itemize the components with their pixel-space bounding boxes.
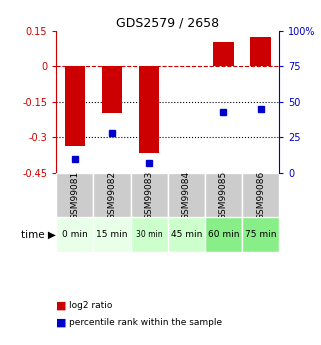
- Bar: [102, 67, 122, 112]
- Text: GSM99082: GSM99082: [108, 170, 117, 220]
- Bar: [56, 173, 93, 217]
- Text: 45 min: 45 min: [171, 230, 202, 239]
- Text: ■: ■: [56, 300, 67, 310]
- Text: GSM99081: GSM99081: [70, 170, 79, 220]
- Text: 30 min: 30 min: [136, 230, 162, 239]
- Bar: [93, 173, 131, 217]
- Bar: [139, 67, 159, 153]
- Bar: [242, 217, 279, 252]
- Text: GSM99084: GSM99084: [182, 170, 191, 220]
- Bar: [205, 173, 242, 217]
- Text: 60 min: 60 min: [208, 230, 239, 239]
- Text: 0 min: 0 min: [62, 230, 88, 239]
- Bar: [65, 67, 85, 146]
- Bar: [131, 217, 168, 252]
- Text: time ▶: time ▶: [21, 230, 56, 240]
- Bar: [168, 173, 205, 217]
- Bar: [93, 217, 131, 252]
- Bar: [131, 173, 168, 217]
- Text: log2 ratio: log2 ratio: [69, 301, 112, 310]
- Bar: [205, 217, 242, 252]
- Bar: [213, 42, 234, 67]
- Text: GSM99086: GSM99086: [256, 170, 265, 220]
- Bar: [250, 37, 271, 67]
- Bar: [56, 217, 93, 252]
- Text: GSM99083: GSM99083: [145, 170, 154, 220]
- Title: GDS2579 / 2658: GDS2579 / 2658: [116, 17, 219, 30]
- Text: 15 min: 15 min: [96, 230, 128, 239]
- Text: percentile rank within the sample: percentile rank within the sample: [69, 318, 222, 327]
- Text: 75 min: 75 min: [245, 230, 276, 239]
- Bar: [168, 217, 205, 252]
- Text: ■: ■: [56, 318, 67, 327]
- Bar: [242, 173, 279, 217]
- Text: GSM99085: GSM99085: [219, 170, 228, 220]
